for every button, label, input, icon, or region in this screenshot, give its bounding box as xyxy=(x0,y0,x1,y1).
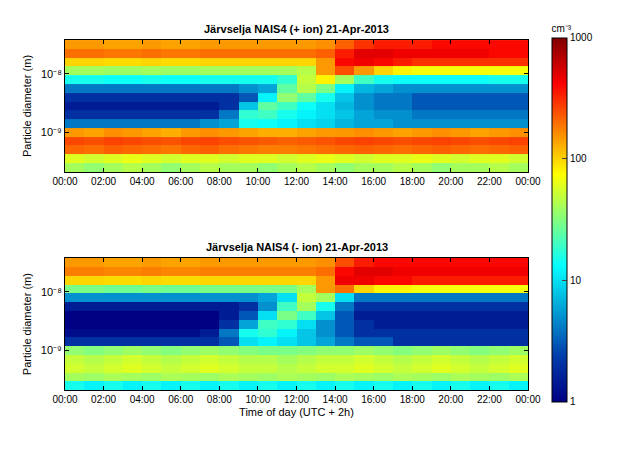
svg-text:10⁻⁹: 10⁻⁹ xyxy=(41,126,62,138)
svg-text:00:00: 00:00 xyxy=(52,176,77,187)
svg-text:10:00: 10:00 xyxy=(245,176,270,187)
svg-text:100: 100 xyxy=(570,153,587,164)
svg-text:Järvselja NAIS4 (+ ion) 21-Apr: Järvselja NAIS4 (+ ion) 21-Apr-2013 xyxy=(204,23,389,35)
svg-text:1: 1 xyxy=(570,396,576,407)
svg-text:10⁻⁸: 10⁻⁸ xyxy=(41,286,62,298)
svg-text:04:00: 04:00 xyxy=(130,176,155,187)
svg-text:1000: 1000 xyxy=(570,32,593,43)
svg-text:Particle diameter (m): Particle diameter (m) xyxy=(21,273,33,375)
svg-text:16:00: 16:00 xyxy=(361,176,386,187)
svg-text:22:00: 22:00 xyxy=(477,394,502,405)
svg-text:00:00: 00:00 xyxy=(52,394,77,405)
svg-text:06:00: 06:00 xyxy=(168,176,193,187)
svg-text:08:00: 08:00 xyxy=(207,176,232,187)
svg-text:22:00: 22:00 xyxy=(477,176,502,187)
svg-text:18:00: 18:00 xyxy=(400,394,425,405)
svg-text:12:00: 12:00 xyxy=(284,394,309,405)
svg-text:10⁻⁹: 10⁻⁹ xyxy=(41,344,62,356)
svg-text:10⁻⁸: 10⁻⁸ xyxy=(41,68,62,80)
svg-text:14:00: 14:00 xyxy=(323,176,348,187)
svg-text:00:00: 00:00 xyxy=(515,394,540,405)
svg-text:10: 10 xyxy=(570,275,582,286)
svg-text:04:00: 04:00 xyxy=(130,394,155,405)
svg-text:00:00: 00:00 xyxy=(515,176,540,187)
svg-text:16:00: 16:00 xyxy=(361,394,386,405)
svg-text:Particle diameter (m): Particle diameter (m) xyxy=(21,55,33,157)
svg-text:06:00: 06:00 xyxy=(168,394,193,405)
svg-text:cm⁻³: cm⁻³ xyxy=(551,23,571,34)
svg-text:20:00: 20:00 xyxy=(438,176,463,187)
svg-text:02:00: 02:00 xyxy=(91,176,116,187)
svg-text:Järvselja NAIS4 (- ion) 21-Apr: Järvselja NAIS4 (- ion) 21-Apr-2013 xyxy=(206,241,388,253)
svg-text:18:00: 18:00 xyxy=(400,176,425,187)
svg-text:10:00: 10:00 xyxy=(245,394,270,405)
svg-text:08:00: 08:00 xyxy=(207,394,232,405)
svg-text:12:00: 12:00 xyxy=(284,176,309,187)
svg-text:20:00: 20:00 xyxy=(438,394,463,405)
svg-text:02:00: 02:00 xyxy=(91,394,116,405)
svg-text:Time of day (UTC + 2h): Time of day (UTC + 2h) xyxy=(239,406,354,418)
svg-text:14:00: 14:00 xyxy=(323,394,348,405)
